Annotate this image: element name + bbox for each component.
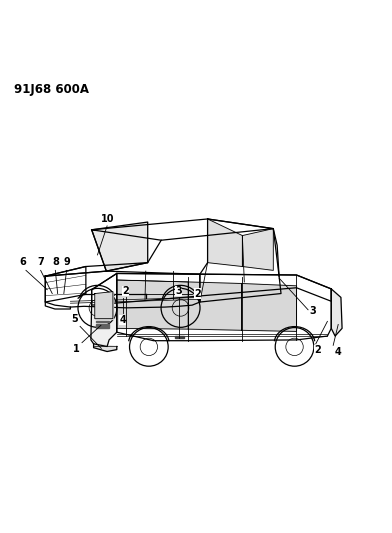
Text: 4: 4 bbox=[119, 315, 126, 325]
Text: 2: 2 bbox=[314, 345, 321, 356]
Polygon shape bbox=[208, 219, 242, 266]
Polygon shape bbox=[241, 284, 296, 332]
Polygon shape bbox=[117, 273, 331, 341]
Text: 3: 3 bbox=[309, 306, 316, 316]
Text: 7: 7 bbox=[37, 257, 44, 267]
Text: 4: 4 bbox=[334, 347, 341, 357]
Text: 1: 1 bbox=[73, 344, 80, 354]
Polygon shape bbox=[117, 280, 188, 329]
Bar bbox=[96, 321, 109, 322]
Text: 8: 8 bbox=[52, 257, 59, 267]
Polygon shape bbox=[45, 263, 148, 276]
Bar bbox=[175, 336, 184, 338]
Text: 3: 3 bbox=[175, 286, 182, 296]
Text: 6: 6 bbox=[19, 257, 26, 267]
Text: 2: 2 bbox=[122, 286, 129, 296]
Polygon shape bbox=[45, 271, 200, 308]
Polygon shape bbox=[92, 222, 148, 271]
Polygon shape bbox=[45, 266, 86, 302]
Polygon shape bbox=[242, 229, 273, 270]
Text: 5: 5 bbox=[71, 314, 78, 325]
Polygon shape bbox=[188, 282, 241, 330]
Polygon shape bbox=[92, 219, 273, 240]
Bar bbox=[96, 324, 109, 328]
Text: 2: 2 bbox=[194, 288, 201, 298]
Polygon shape bbox=[331, 289, 342, 336]
Text: 10: 10 bbox=[101, 214, 114, 224]
Polygon shape bbox=[95, 292, 113, 319]
Text: 9: 9 bbox=[63, 257, 70, 267]
Polygon shape bbox=[200, 219, 281, 302]
Text: 91J68 600A: 91J68 600A bbox=[15, 83, 89, 96]
Polygon shape bbox=[91, 273, 117, 346]
Polygon shape bbox=[94, 344, 117, 352]
Polygon shape bbox=[92, 273, 331, 305]
